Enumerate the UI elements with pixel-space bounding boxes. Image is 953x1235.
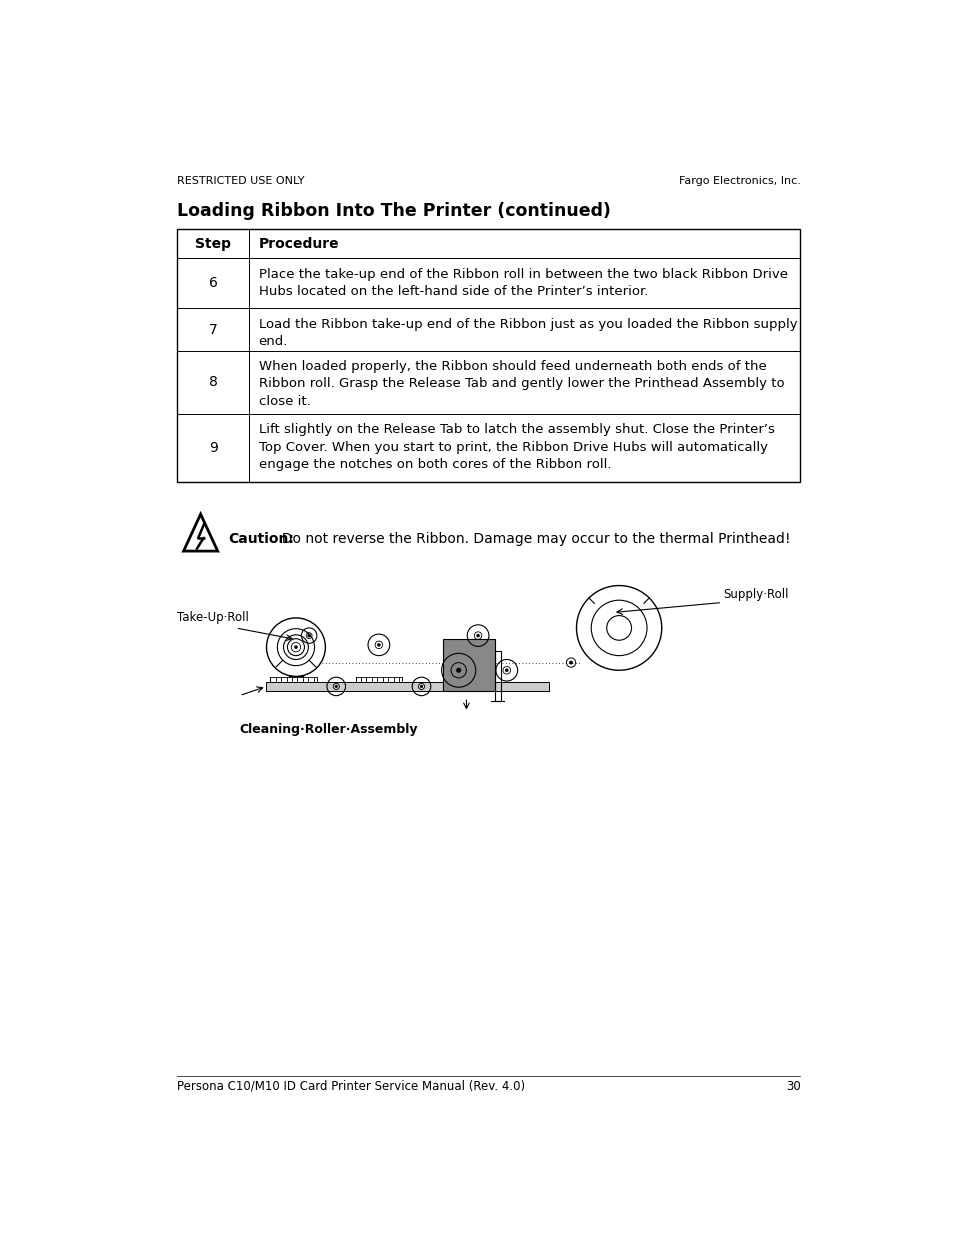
Bar [495,651,500,701]
Circle shape [335,685,337,688]
Text: Load the Ribbon take-up end of the Ribbon just as you loaded the Ribbon supply
e: Load the Ribbon take-up end of the Ribbo… [258,317,797,348]
Circle shape [294,646,297,648]
Text: 7: 7 [209,322,217,336]
Circle shape [377,643,380,646]
Bar [443,640,495,692]
Circle shape [505,668,508,672]
Circle shape [476,634,479,637]
Text: Caution:: Caution: [229,532,294,546]
Circle shape [456,668,460,673]
Text: 30: 30 [785,1079,800,1093]
Bar [266,682,549,692]
Text: Loading Ribbon Into The Printer (continued): Loading Ribbon Into The Printer (continu… [177,203,611,220]
Text: 9: 9 [209,441,217,454]
Text: Lift slightly on the Release Tab to latch the assembly shut. Close the Printer’s: Lift slightly on the Release Tab to latc… [258,424,774,471]
Text: Take-Up·Roll: Take-Up·Roll [177,611,249,625]
Text: Step: Step [195,237,232,251]
Text: Do not reverse the Ribbon. Damage may occur to the thermal Printhead!: Do not reverse the Ribbon. Damage may oc… [274,532,790,546]
Text: Cleaning·Roller·Assembly: Cleaning·Roller·Assembly [239,722,417,736]
Circle shape [307,634,311,637]
Circle shape [287,638,304,656]
Circle shape [606,615,631,640]
Text: Supply·Roll: Supply·Roll [723,588,788,601]
Text: Persona C10/M10 ID Card Printer Service Manual (Rev. 4.0): Persona C10/M10 ID Card Printer Service … [177,1079,525,1093]
Circle shape [569,661,572,664]
Text: 6: 6 [209,277,217,290]
Bar [177,228,800,482]
Text: RESTRICTED USE ONLY: RESTRICTED USE ONLY [177,175,305,185]
Text: Place the take-up end of the Ribbon roll in between the two black Ribbon Drive
H: Place the take-up end of the Ribbon roll… [258,268,787,298]
Text: When loaded properly, the Ribbon should feed underneath both ends of the
Ribbon : When loaded properly, the Ribbon should … [258,359,783,408]
Text: Fargo Electronics, Inc.: Fargo Electronics, Inc. [678,175,800,185]
Text: 8: 8 [209,375,217,389]
Circle shape [420,685,422,688]
Text: Procedure: Procedure [258,237,339,251]
